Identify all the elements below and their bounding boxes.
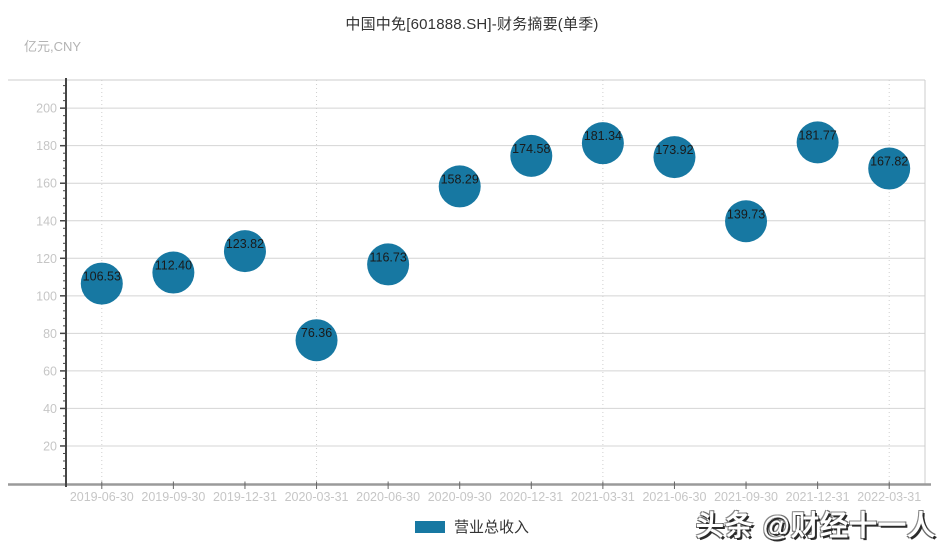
data-point-value-label: 112.40 [155,259,192,273]
data-point-bubble[interactable] [80,262,123,305]
legend-item-revenue[interactable]: 营业总收入 [414,516,530,537]
y-axis-unit-label: 亿元,CNY [24,39,82,54]
x-axis-tick-label: 2021-09-30 [714,490,778,504]
data-point-value-label: 123.82 [226,237,264,251]
data-point-bubble[interactable] [438,165,481,208]
data-point-value-label: 174.58 [512,142,550,156]
x-axis-tick-label: 2020-09-30 [428,490,492,504]
y-axis-tick-label: 180 [36,139,57,153]
y-axis-tick-label: 160 [36,177,57,191]
y-axis-tick-label: 200 [36,102,57,116]
data-point-value-label: 181.77 [799,128,837,142]
y-axis-tick-label: 100 [36,289,57,303]
y-axis-tick-label: 80 [43,327,57,341]
chart-title: 中国中免[601888.SH]-财务摘要(单季) [345,16,599,33]
data-point-value-label: 139.73 [727,207,765,221]
x-axis-tick-label: 2019-12-31 [213,490,277,504]
data-point-bubble[interactable] [653,136,696,179]
data-point-value-label: 116.73 [369,250,406,264]
y-axis-tick-label: 60 [43,364,57,378]
y-axis-tick-label: 120 [36,252,57,266]
x-axis-tick-label: 2021-12-31 [786,490,850,504]
data-point-value-label: 167.82 [870,155,908,169]
watermark: 头条 @财经十一人 [695,510,936,541]
y-axis-tick-label: 40 [43,402,57,416]
data-point-bubble[interactable] [796,121,839,164]
x-axis-tick-label: 2022-03-31 [857,490,921,504]
data-point-bubble[interactable] [868,147,911,190]
data-point-value-label: 76.36 [301,326,332,340]
data-point-value-label: 181.34 [584,129,622,143]
legend-label: 营业总收入 [453,519,530,536]
x-axis-tick-label: 2019-06-30 [70,490,134,504]
x-axis-tick-label: 2020-03-31 [285,490,349,504]
data-point-bubble[interactable] [367,243,410,286]
legend-swatch [414,520,445,533]
data-point-value-label: 173.92 [655,143,693,157]
data-point-bubble[interactable] [725,200,768,243]
x-axis-tick-label: 2020-12-31 [499,490,563,504]
data-point-bubble[interactable] [581,122,624,165]
data-point-bubble[interactable] [510,134,553,177]
data-point-bubble[interactable] [152,251,195,294]
y-axis-tick-label: 20 [43,439,57,453]
x-axis-tick-label: 2021-06-30 [642,490,706,504]
x-axis-tick-label: 2019-09-30 [141,490,205,504]
y-axis-tick-label: 140 [36,214,57,228]
data-point-bubble[interactable] [295,319,338,362]
data-point-bubble[interactable] [223,230,266,273]
data-point-value-label: 158.29 [441,172,479,186]
x-axis-tick-label: 2020-06-30 [356,490,420,504]
data-point-value-label: 106.53 [83,270,121,284]
x-axis-tick-label: 2021-03-31 [571,490,635,504]
